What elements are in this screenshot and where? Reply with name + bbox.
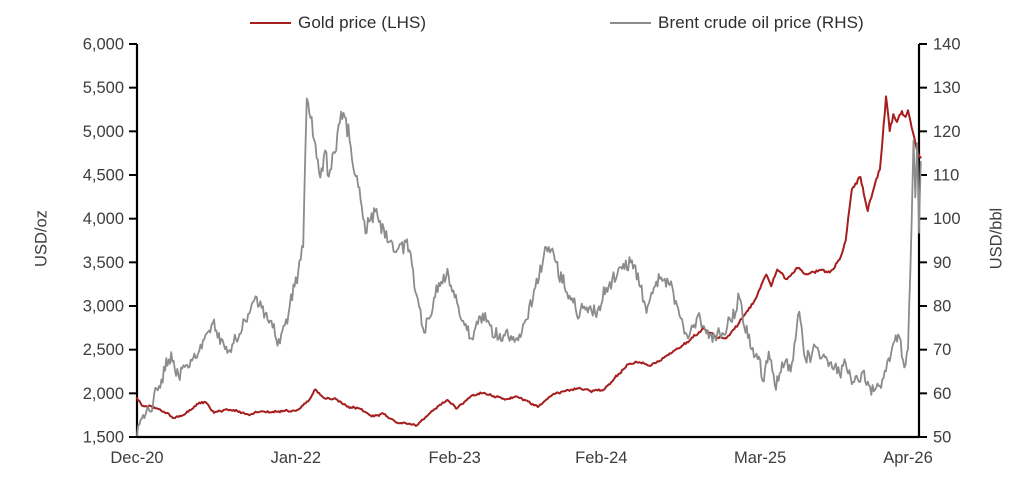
series-line-brent bbox=[136, 97, 922, 437]
x-axis-tick-label: Feb-23 bbox=[429, 449, 481, 467]
right-axis-title: USD/bbl bbox=[987, 207, 1006, 270]
left-axis-title: USD/oz bbox=[32, 210, 51, 267]
right-axis-tick-label: 140 bbox=[933, 36, 961, 54]
left-axis-tick-label: 5,000 bbox=[83, 123, 124, 141]
right-axis-tick-label: 100 bbox=[933, 210, 961, 228]
gold-legend-line-icon bbox=[250, 22, 291, 24]
left-axis-tick-label: 1,500 bbox=[83, 429, 124, 447]
legend-item-brent: Brent crude oil price (RHS) bbox=[610, 12, 864, 34]
series-line-gold bbox=[136, 95, 922, 427]
legend-label-brent: Brent crude oil price (RHS) bbox=[658, 13, 864, 32]
right-axis-tick-label: 120 bbox=[933, 123, 961, 141]
x-axis-tick-label: Apr-26 bbox=[883, 449, 933, 467]
legend-label-gold: Gold price (LHS) bbox=[298, 13, 427, 32]
left-axis-tick-label: 4,500 bbox=[83, 167, 124, 185]
left-axis-tick-label: 3,000 bbox=[83, 298, 124, 316]
x-axis-tick-label: Feb-24 bbox=[575, 449, 627, 467]
x-axis-tick-label: Jan-22 bbox=[271, 449, 321, 467]
right-axis-tick-label: 90 bbox=[933, 254, 951, 272]
left-axis-tick-label: 3,500 bbox=[83, 254, 124, 272]
left-axis-tick-label: 5,500 bbox=[83, 79, 124, 97]
brent-legend-line-icon bbox=[610, 22, 651, 24]
x-axis-tick-label: Dec-20 bbox=[110, 449, 163, 467]
right-axis-tick-label: 130 bbox=[933, 79, 961, 97]
x-axis-tick-label: Mar-25 bbox=[734, 449, 786, 467]
legend-item-gold: Gold price (LHS) bbox=[250, 12, 426, 34]
right-axis-tick-label: 110 bbox=[933, 167, 959, 185]
left-axis-tick-label: 2,000 bbox=[83, 385, 124, 403]
left-axis-tick-label: 4,000 bbox=[83, 210, 124, 228]
right-axis-tick-label: 60 bbox=[933, 385, 951, 403]
right-axis-tick-label: 50 bbox=[933, 429, 951, 447]
axis-spines bbox=[135, 44, 921, 439]
left-axis-tick-label: 6,000 bbox=[83, 36, 124, 54]
left-axis-tick-label: 2,500 bbox=[83, 341, 124, 359]
right-axis-tick-label: 80 bbox=[933, 298, 951, 316]
right-axis-tick-label: 70 bbox=[933, 341, 951, 359]
